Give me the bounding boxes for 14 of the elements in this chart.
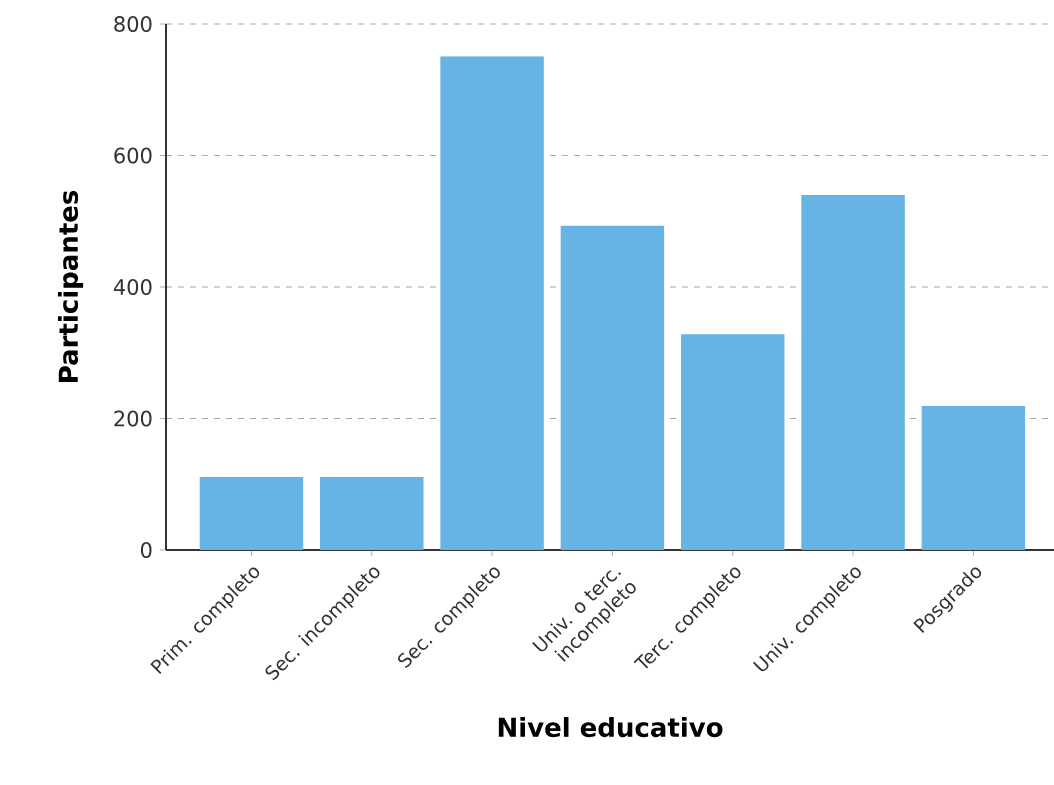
- bar: [801, 194, 905, 550]
- bar: [199, 477, 304, 550]
- bar: [320, 477, 424, 550]
- bar: [440, 56, 544, 550]
- y-tick-label: 600: [114, 147, 152, 164]
- bar: [921, 406, 1026, 550]
- bar: [681, 334, 785, 550]
- bar: [560, 225, 665, 550]
- y-tick-label: 400: [113, 279, 152, 295]
- y-tick-label: 200: [114, 410, 152, 427]
- y-axis-title: Participantes: [57, 190, 84, 382]
- x-axis-title: Nivel educativo: [498, 717, 723, 738]
- y-tick-label: 0: [140, 542, 152, 558]
- y-tick-label: 800: [114, 16, 152, 32]
